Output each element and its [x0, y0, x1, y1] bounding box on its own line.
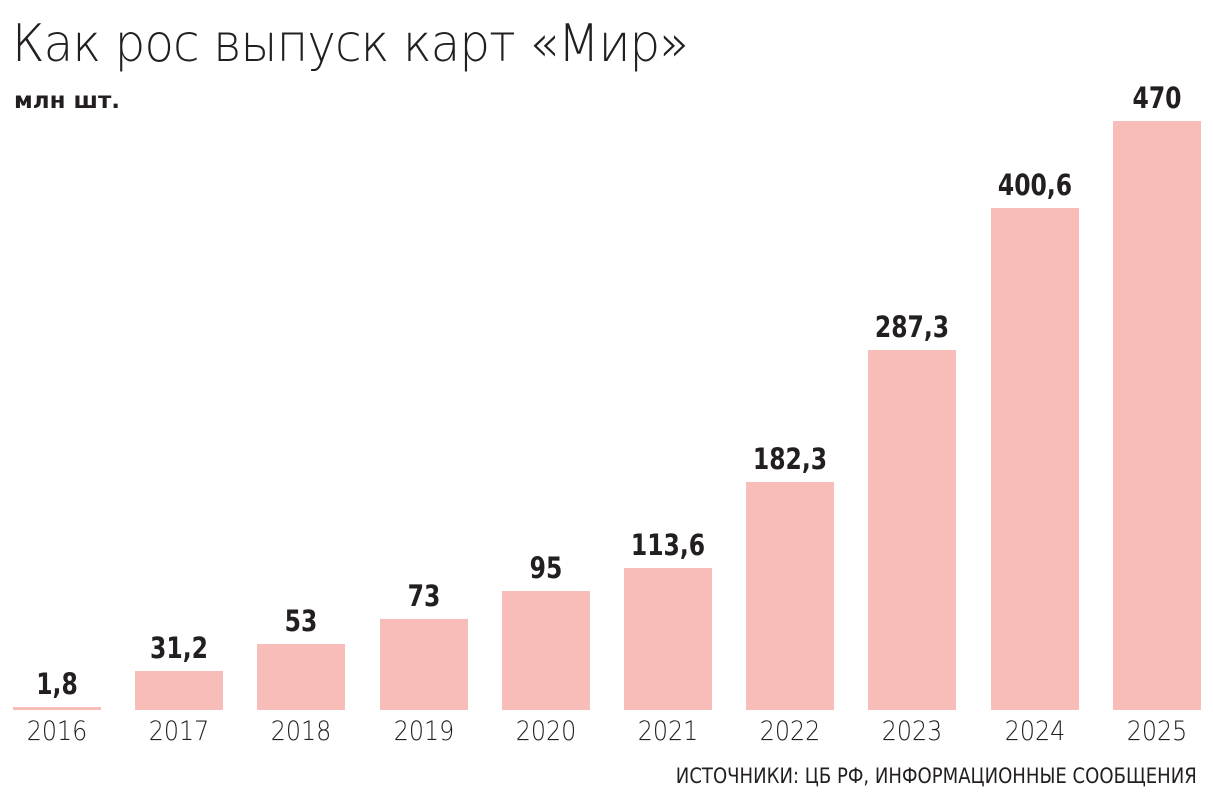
bar-value-label: 53	[285, 603, 318, 638]
bar	[1112, 121, 1201, 710]
bar-value-label: 73	[407, 578, 440, 613]
bar	[868, 349, 957, 710]
bar-value-label: 470	[1132, 81, 1182, 115]
bar	[990, 207, 1079, 710]
bar	[746, 481, 835, 710]
x-axis-tick-label: 2017	[148, 716, 210, 747]
x-axis-tick-label: 2020	[515, 716, 577, 747]
x-axis-tick-label: 2025	[1126, 716, 1188, 747]
chart-title: Как рос выпуск карт «Мир»	[12, 14, 689, 74]
x-axis-tick-label: 2022	[759, 716, 821, 747]
bar-value-label: 287,3	[875, 309, 950, 344]
bar	[501, 590, 590, 710]
x-axis-tick-label: 2021	[637, 716, 699, 747]
x-axis-tick-label: 2023	[882, 716, 943, 747]
bar-value-label: 1,8	[36, 667, 78, 701]
bar-value-label: 31,2	[150, 630, 209, 665]
bar	[13, 707, 101, 710]
bar-value-label: 182,3	[753, 441, 828, 476]
bar-value-label: 95	[529, 550, 563, 585]
x-axis-tick-label: 2024	[1004, 716, 1065, 747]
bar-value-label: 400,6	[997, 167, 1072, 202]
bar	[257, 643, 346, 710]
chart-unit-label: млн шт.	[14, 88, 121, 114]
bar	[624, 567, 712, 710]
x-axis-tick-label: 2016	[26, 716, 88, 747]
source-note: ИСТОЧНИКИ: ЦБ РФ, ИНФОРМАЦИОННЫЕ СООБЩЕН…	[676, 764, 1197, 788]
bar	[379, 618, 468, 710]
bar-value-label: 113,6	[630, 527, 706, 562]
x-axis-tick-label: 2018	[271, 716, 332, 747]
x-axis-tick-label: 2019	[393, 716, 454, 747]
bar	[135, 670, 224, 710]
